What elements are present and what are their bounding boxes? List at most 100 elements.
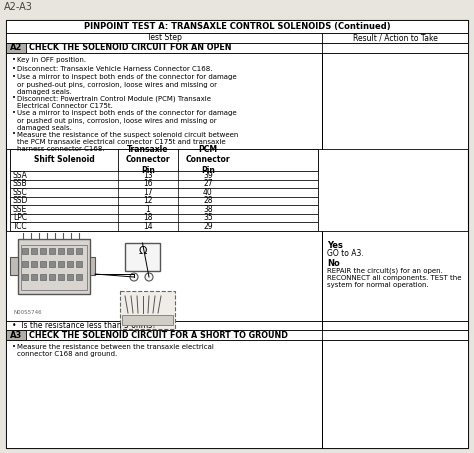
Text: SSC: SSC (13, 188, 28, 197)
Text: A2: A2 (10, 43, 22, 53)
Bar (76, 274, 82, 280)
Text: 29: 29 (203, 222, 213, 231)
Bar (49, 261, 55, 267)
Text: SSD: SSD (13, 196, 28, 205)
Bar (58, 261, 64, 267)
Bar (10, 188, 318, 197)
Bar (10, 171, 318, 179)
Text: 18: 18 (143, 213, 153, 222)
Text: •: • (12, 131, 16, 138)
Text: LPC: LPC (13, 213, 27, 222)
Bar (6, 340, 322, 448)
Text: 35: 35 (203, 213, 213, 222)
Text: N00S5746: N00S5746 (14, 310, 43, 315)
Bar (6, 53, 322, 149)
Bar (322, 340, 468, 448)
Text: 17: 17 (143, 188, 153, 197)
Bar (31, 261, 37, 267)
Bar (67, 274, 73, 280)
Text: A2-A3: A2-A3 (4, 2, 33, 12)
Bar (49, 274, 55, 280)
Bar (31, 248, 37, 254)
Bar (120, 291, 175, 329)
Text: SSE: SSE (13, 205, 27, 214)
Bar (10, 197, 318, 205)
Bar (67, 261, 73, 267)
Circle shape (145, 273, 153, 281)
Text: Disconnect: Transaxle Vehicle Harness Connector C168.: Disconnect: Transaxle Vehicle Harness Co… (17, 66, 212, 72)
Text: No: No (327, 259, 340, 268)
Bar (122, 315, 173, 325)
Text: Test Step: Test Step (146, 34, 182, 43)
Bar (58, 274, 64, 280)
Text: PCM
Connector
Pin: PCM Connector Pin (186, 145, 230, 175)
Text: 40: 40 (203, 188, 213, 197)
Text: 27: 27 (203, 179, 213, 188)
Bar (76, 261, 82, 267)
Bar (90, 257, 95, 275)
Bar (58, 248, 64, 254)
Text: Measure the resistance of the suspect solenoid circuit between
the PCM transaxle: Measure the resistance of the suspect so… (17, 131, 238, 152)
Text: •: • (12, 111, 16, 116)
Text: SSA: SSA (13, 171, 28, 180)
Bar (76, 248, 82, 254)
Bar (67, 248, 73, 254)
Text: 13: 13 (143, 171, 153, 180)
Text: Use a mirror to inspect both ends of the connector for damage
or pushed out pins: Use a mirror to inspect both ends of the… (17, 111, 237, 131)
Bar (322, 231, 468, 321)
Circle shape (130, 273, 138, 281)
Text: Transaxle
Connector
Pin: Transaxle Connector Pin (126, 145, 170, 175)
Text: •: • (12, 74, 16, 80)
Bar (125, 243, 160, 271)
Text: Ω: Ω (138, 246, 147, 256)
Bar (10, 149, 318, 171)
Text: A3: A3 (10, 331, 22, 339)
Text: 38: 38 (203, 205, 213, 214)
Text: •: • (12, 57, 16, 63)
Text: SSB: SSB (13, 179, 27, 188)
Bar (6, 231, 322, 321)
Bar (22, 248, 28, 254)
Text: 12: 12 (143, 196, 153, 205)
Bar (40, 248, 46, 254)
Bar (10, 257, 18, 275)
Text: •: • (12, 344, 16, 350)
Bar (22, 261, 28, 267)
Bar (10, 205, 318, 213)
Bar (10, 179, 318, 188)
Bar (6, 33, 468, 43)
Bar (10, 213, 318, 222)
Text: PINPOINT TEST A: TRANSAXLE CONTROL SOLENOIDS (Continued): PINPOINT TEST A: TRANSAXLE CONTROL SOLEN… (84, 22, 390, 31)
Bar (6, 43, 468, 53)
Bar (40, 274, 46, 280)
Text: Yes: Yes (327, 241, 343, 250)
Bar (10, 222, 318, 231)
Bar (6, 330, 26, 340)
Bar (322, 53, 468, 149)
Text: 16: 16 (143, 179, 153, 188)
Bar (18, 239, 90, 294)
Text: GO to A3.: GO to A3. (327, 249, 364, 258)
Bar (22, 274, 28, 280)
Text: CHECK THE SOLENOID CIRCUIT FOR AN OPEN: CHECK THE SOLENOID CIRCUIT FOR AN OPEN (29, 43, 231, 53)
Text: •: • (12, 96, 16, 101)
Text: Shift Solenoid: Shift Solenoid (34, 155, 94, 164)
Text: Measure the resistance between the transaxle electrical
connector C168 and groun: Measure the resistance between the trans… (17, 344, 214, 357)
Text: Key in OFF position.: Key in OFF position. (17, 57, 86, 63)
Text: TCC: TCC (13, 222, 27, 231)
Text: 14: 14 (143, 222, 153, 231)
Text: Result / Action to Take: Result / Action to Take (353, 34, 438, 43)
Bar (21, 245, 87, 290)
Bar (6, 321, 322, 330)
Bar (40, 261, 46, 267)
Text: •  Is the resistance less than 5 ohms?: • Is the resistance less than 5 ohms? (12, 321, 156, 330)
Bar (10, 149, 318, 231)
Bar (31, 274, 37, 280)
Text: Disconnect: Powertrain Control Module (PCM) Transaxle
Electrical Connector C175t: Disconnect: Powertrain Control Module (P… (17, 96, 211, 109)
Text: CHECK THE SOLENOID CIRCUIT FOR A SHORT TO GROUND: CHECK THE SOLENOID CIRCUIT FOR A SHORT T… (29, 331, 288, 339)
Text: REPAIR the circuit(s) for an open.
RECONNECT all components. TEST the
system for: REPAIR the circuit(s) for an open. RECON… (327, 267, 462, 289)
Text: •: • (12, 66, 16, 72)
Bar (6, 43, 26, 53)
Text: 28: 28 (203, 196, 213, 205)
Bar (322, 321, 468, 330)
